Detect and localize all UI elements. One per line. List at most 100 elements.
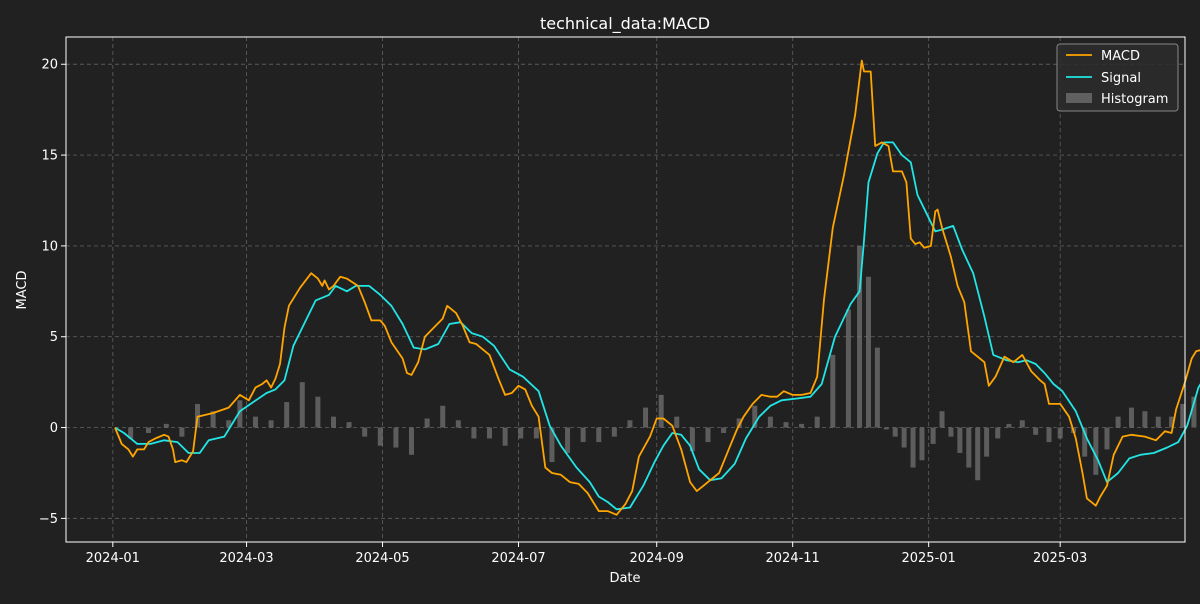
histogram-bar xyxy=(721,427,727,434)
histogram-bar xyxy=(1169,416,1175,428)
y-tick-label: 20 xyxy=(41,58,58,73)
histogram-bar xyxy=(471,427,477,439)
histogram-bar xyxy=(857,245,863,428)
histogram-bar xyxy=(393,427,399,448)
legend-signal-label: Signal xyxy=(1101,71,1141,86)
histogram-bar xyxy=(736,418,742,428)
histogram-bar xyxy=(1155,416,1161,428)
axes-frame xyxy=(65,36,1186,543)
histogram-bar xyxy=(984,427,990,457)
histogram-bar xyxy=(1046,427,1052,443)
histogram-bar xyxy=(910,427,916,468)
histogram-bar xyxy=(1142,411,1148,428)
histogram-bar xyxy=(939,411,945,428)
x-axis-label: Date xyxy=(609,571,640,586)
x-tick-label: 2025-03 xyxy=(1033,551,1087,566)
histogram-bar xyxy=(518,427,524,439)
x-tick-label: 2024-05 xyxy=(355,551,409,566)
histogram-bar xyxy=(1191,396,1197,428)
x-tick-label: 2024-03 xyxy=(219,551,273,566)
histogram-bar xyxy=(995,427,1001,439)
histogram-bar xyxy=(330,416,336,428)
legend-histogram-label: Histogram xyxy=(1101,92,1168,107)
histogram-bar xyxy=(799,423,805,428)
histogram-bar xyxy=(252,416,258,428)
x-tick-label: 2024-09 xyxy=(630,551,684,566)
histogram-bar xyxy=(930,427,936,444)
histogram-bar xyxy=(948,427,954,437)
histogram-bar xyxy=(1115,416,1121,428)
signal-series xyxy=(114,141,1200,511)
histogram-bar xyxy=(1006,423,1012,428)
histogram-bar xyxy=(502,427,508,446)
histogram-bar xyxy=(705,427,711,443)
histogram-bar xyxy=(883,427,889,430)
histogram-bar xyxy=(315,396,321,428)
histogram-bar xyxy=(892,427,898,437)
histogram-bar xyxy=(377,427,383,446)
histogram-bar xyxy=(128,427,134,439)
histogram-bar xyxy=(362,427,368,437)
histogram-bar xyxy=(643,407,649,428)
histogram-bar xyxy=(226,420,232,428)
x-axis: 2024-01 2024-03 2024-05 2024-07 2024-09 2024-… xyxy=(86,542,1087,566)
legend-histogram-swatch xyxy=(1066,93,1092,103)
x-tick-label: 2024-07 xyxy=(491,551,545,566)
chart-title: technical_data:MACD xyxy=(540,14,710,34)
signal-line xyxy=(114,141,1200,511)
histogram-bar xyxy=(455,420,461,428)
histogram-bar xyxy=(210,411,216,428)
y-axis-label: MACD xyxy=(15,271,30,310)
histogram-bar xyxy=(346,422,352,428)
histogram-bar xyxy=(179,427,185,437)
macd-series xyxy=(114,59,1200,516)
histogram-series xyxy=(128,245,1197,481)
histogram-bar xyxy=(1129,407,1135,428)
axes-face xyxy=(66,37,1185,542)
y-tick-label: 10 xyxy=(41,239,58,254)
histogram-bar xyxy=(1033,427,1039,435)
histogram-bar xyxy=(1180,403,1186,428)
histogram-bar xyxy=(440,405,446,428)
histogram-bar xyxy=(1093,427,1099,475)
histogram-bar xyxy=(966,427,972,468)
histogram-bar xyxy=(845,309,851,428)
histogram-bar xyxy=(975,427,981,481)
histogram-bar xyxy=(901,427,907,448)
x-tick-label: 2025-01 xyxy=(901,551,955,566)
histogram-bar xyxy=(689,427,695,452)
histogram-bar xyxy=(611,427,617,437)
histogram-bar xyxy=(195,403,201,428)
histogram-bar xyxy=(533,427,539,439)
histogram-bar xyxy=(163,423,169,428)
y-axis: −5 0 5 10 15 20 xyxy=(39,58,66,527)
histogram-bar xyxy=(627,420,633,428)
y-tick-label: 5 xyxy=(50,330,58,345)
histogram-bar xyxy=(752,405,758,428)
y-tick-label: −5 xyxy=(39,512,58,527)
histogram-bar xyxy=(1104,427,1110,450)
histogram-bar xyxy=(1019,420,1025,428)
histogram-bar xyxy=(549,427,555,463)
legend-macd-label: MACD xyxy=(1101,49,1140,64)
legend: MACD Signal Histogram xyxy=(1056,43,1179,112)
histogram-bar xyxy=(424,418,430,428)
histogram-bar xyxy=(767,416,773,428)
histogram-bar xyxy=(874,347,880,428)
y-tick-label: 15 xyxy=(41,149,58,164)
histogram-bar xyxy=(596,427,602,443)
x-tick-label: 2024-01 xyxy=(86,551,140,566)
histogram-bar xyxy=(865,276,871,428)
histogram-bar xyxy=(830,354,836,428)
histogram-bar xyxy=(268,420,274,428)
histogram-bar xyxy=(814,416,820,428)
histogram-bar xyxy=(237,400,243,428)
histogram-bar xyxy=(580,427,586,443)
histogram-bar xyxy=(145,427,151,434)
histogram-bar xyxy=(658,394,664,428)
x-tick-label: 2024-11 xyxy=(766,551,820,566)
histogram-bar xyxy=(1057,427,1063,439)
histogram-bar xyxy=(284,402,290,428)
